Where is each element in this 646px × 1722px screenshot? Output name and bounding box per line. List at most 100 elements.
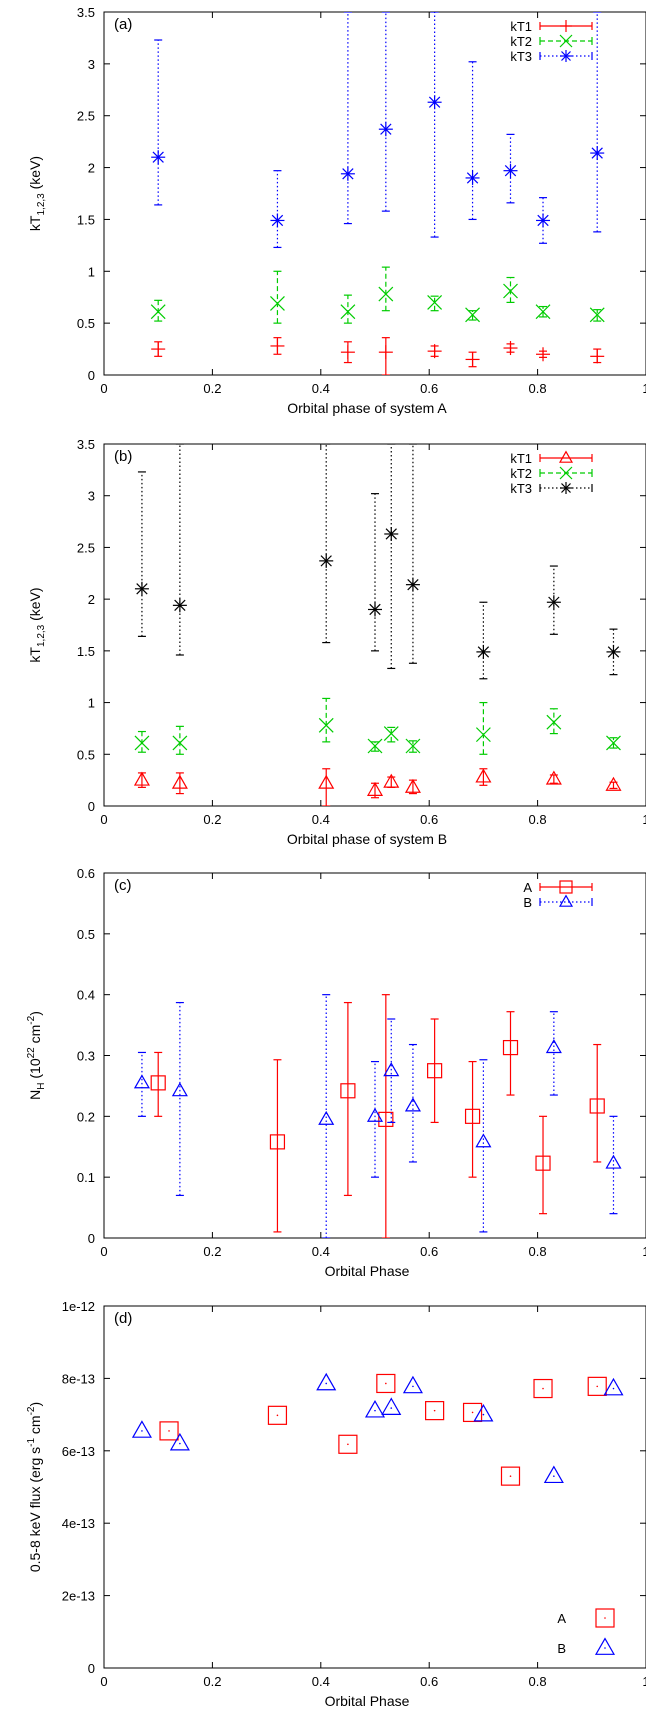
marker-star-d2 (477, 646, 490, 658)
series-kt3 (134, 444, 621, 680)
marker-triangle (404, 778, 421, 793)
marker-dot (482, 1413, 485, 1416)
marker-star-d2 (369, 603, 381, 616)
legend-label: kT3 (510, 481, 532, 496)
marker-triangle (131, 1420, 152, 1438)
marker-dot (374, 1409, 376, 1412)
x-tick-label: 0.6 (420, 1674, 438, 1689)
chart-panel-a: 0 0.2 0.4 0.6 0.8 1 0 0.5 1 1.5 2 2.5 3 3.5 (a) Orbital… (27, 5, 646, 416)
marker-star-d2 (271, 214, 284, 227)
y-tick-label: 3.5 (77, 437, 95, 452)
y-tick-label: 0 (88, 1661, 95, 1676)
y-tick-label: 0.4 (77, 988, 95, 1003)
panel-label: (d) (114, 1310, 132, 1327)
marker-dot (276, 1414, 279, 1417)
marker-star-d2 (561, 483, 571, 493)
marker-square (502, 1039, 519, 1056)
y-tick-label: 1e-12 (62, 1299, 95, 1314)
y-tick-label: 1 (88, 264, 95, 279)
x-axis-label: Orbital Phase (325, 1693, 410, 1709)
marker-cross-b (503, 283, 518, 299)
marker-star-d2 (548, 596, 560, 608)
series-kt3 (151, 12, 605, 249)
series-b (131, 1372, 624, 1484)
plot-frame (103, 872, 646, 1239)
x-tick-label: 0.2 (203, 381, 221, 396)
marker-triangle (169, 1432, 190, 1451)
marker-star-d2 (607, 646, 620, 658)
marker-star-d2 (561, 51, 571, 61)
y-tick-label: 0 (88, 368, 95, 383)
y-tick-label: 4e-13 (62, 1516, 95, 1531)
marker-triangle (171, 774, 188, 789)
marker-star-d2 (591, 147, 603, 159)
y-tick-label: 1 (88, 696, 95, 711)
marker-cross-b (475, 727, 491, 743)
marker-cross-b (383, 726, 399, 742)
marker-dot (179, 1442, 181, 1445)
marker-square (427, 1063, 443, 1079)
marker-cross-b (340, 304, 356, 320)
x-tick-label: 0.6 (420, 812, 438, 827)
marker-cross-b (606, 735, 621, 751)
marker-square (500, 1466, 521, 1486)
legend-label: kT2 (510, 34, 532, 49)
marker-square (267, 1405, 288, 1425)
y-axis-label: kT1,2,3​ (keV) (27, 587, 47, 662)
marker-star-d2 (466, 172, 479, 184)
x-tick-label: 0.2 (203, 812, 221, 827)
y-axis-label: NH​ (1022​ cm-2​) (26, 1011, 47, 1100)
series-b (133, 994, 622, 1238)
marker-dot (141, 1430, 143, 1432)
x-tick-label: 0.2 (203, 1674, 221, 1689)
series-kt2 (150, 266, 605, 324)
y-tick-label: 6e-13 (62, 1444, 95, 1459)
x-tick-label: 0 (100, 1244, 107, 1259)
x-axis-label: Orbital phase of system B (287, 831, 447, 847)
x-tick-label: 0.6 (420, 381, 438, 396)
marker-triangle (133, 771, 150, 786)
marker-triangle (543, 1465, 564, 1484)
x-tick-label: 0.4 (312, 1244, 330, 1259)
marker-triangle (605, 1154, 622, 1169)
y-tick-label: 1.5 (77, 644, 95, 659)
marker-square (340, 1083, 356, 1099)
legend-label: kT3 (510, 49, 532, 64)
y-tick-label: 3 (88, 57, 95, 72)
x-tick-label: 0.4 (312, 1674, 330, 1689)
legend-label: kT1 (510, 451, 532, 466)
marker-square (269, 1134, 286, 1150)
marker-triangle (475, 768, 492, 783)
marker-square (589, 1098, 605, 1114)
legend-label: kT1 (510, 19, 532, 34)
marker-square (535, 1155, 551, 1171)
plot-frame (103, 11, 646, 376)
marker-star-d2 (385, 528, 397, 540)
marker-dot (412, 1385, 414, 1388)
marker-triangle (473, 1403, 494, 1422)
marker-triangle (605, 776, 622, 791)
marker-triangle (404, 1097, 421, 1112)
marker-triangle (171, 1082, 188, 1097)
marker-triangle (475, 1133, 492, 1148)
y-tick-label: 0.6 (77, 866, 95, 881)
x-tick-label: 1 (642, 1244, 646, 1259)
marker-star-d2 (136, 583, 148, 595)
marker-dot (612, 1387, 615, 1390)
series-kt1 (151, 337, 605, 375)
marker-triangle (366, 1107, 384, 1122)
marker-triangle (316, 1372, 337, 1391)
marker-dot (596, 1385, 599, 1388)
y-axis-label: 0.5-8 keV flux (erg s-1​ cm-2​) (26, 1402, 43, 1572)
marker-cross-b (270, 296, 285, 311)
y-tick-label: 0 (88, 1231, 95, 1246)
marker-dot (509, 1475, 512, 1477)
marker-triangle (364, 1399, 386, 1418)
y-tick-label: 1.5 (77, 212, 95, 227)
x-tick-label: 0.4 (312, 381, 330, 396)
marker-dot (471, 1411, 474, 1414)
marker-cross-b (427, 294, 443, 310)
marker-square (425, 1401, 445, 1421)
